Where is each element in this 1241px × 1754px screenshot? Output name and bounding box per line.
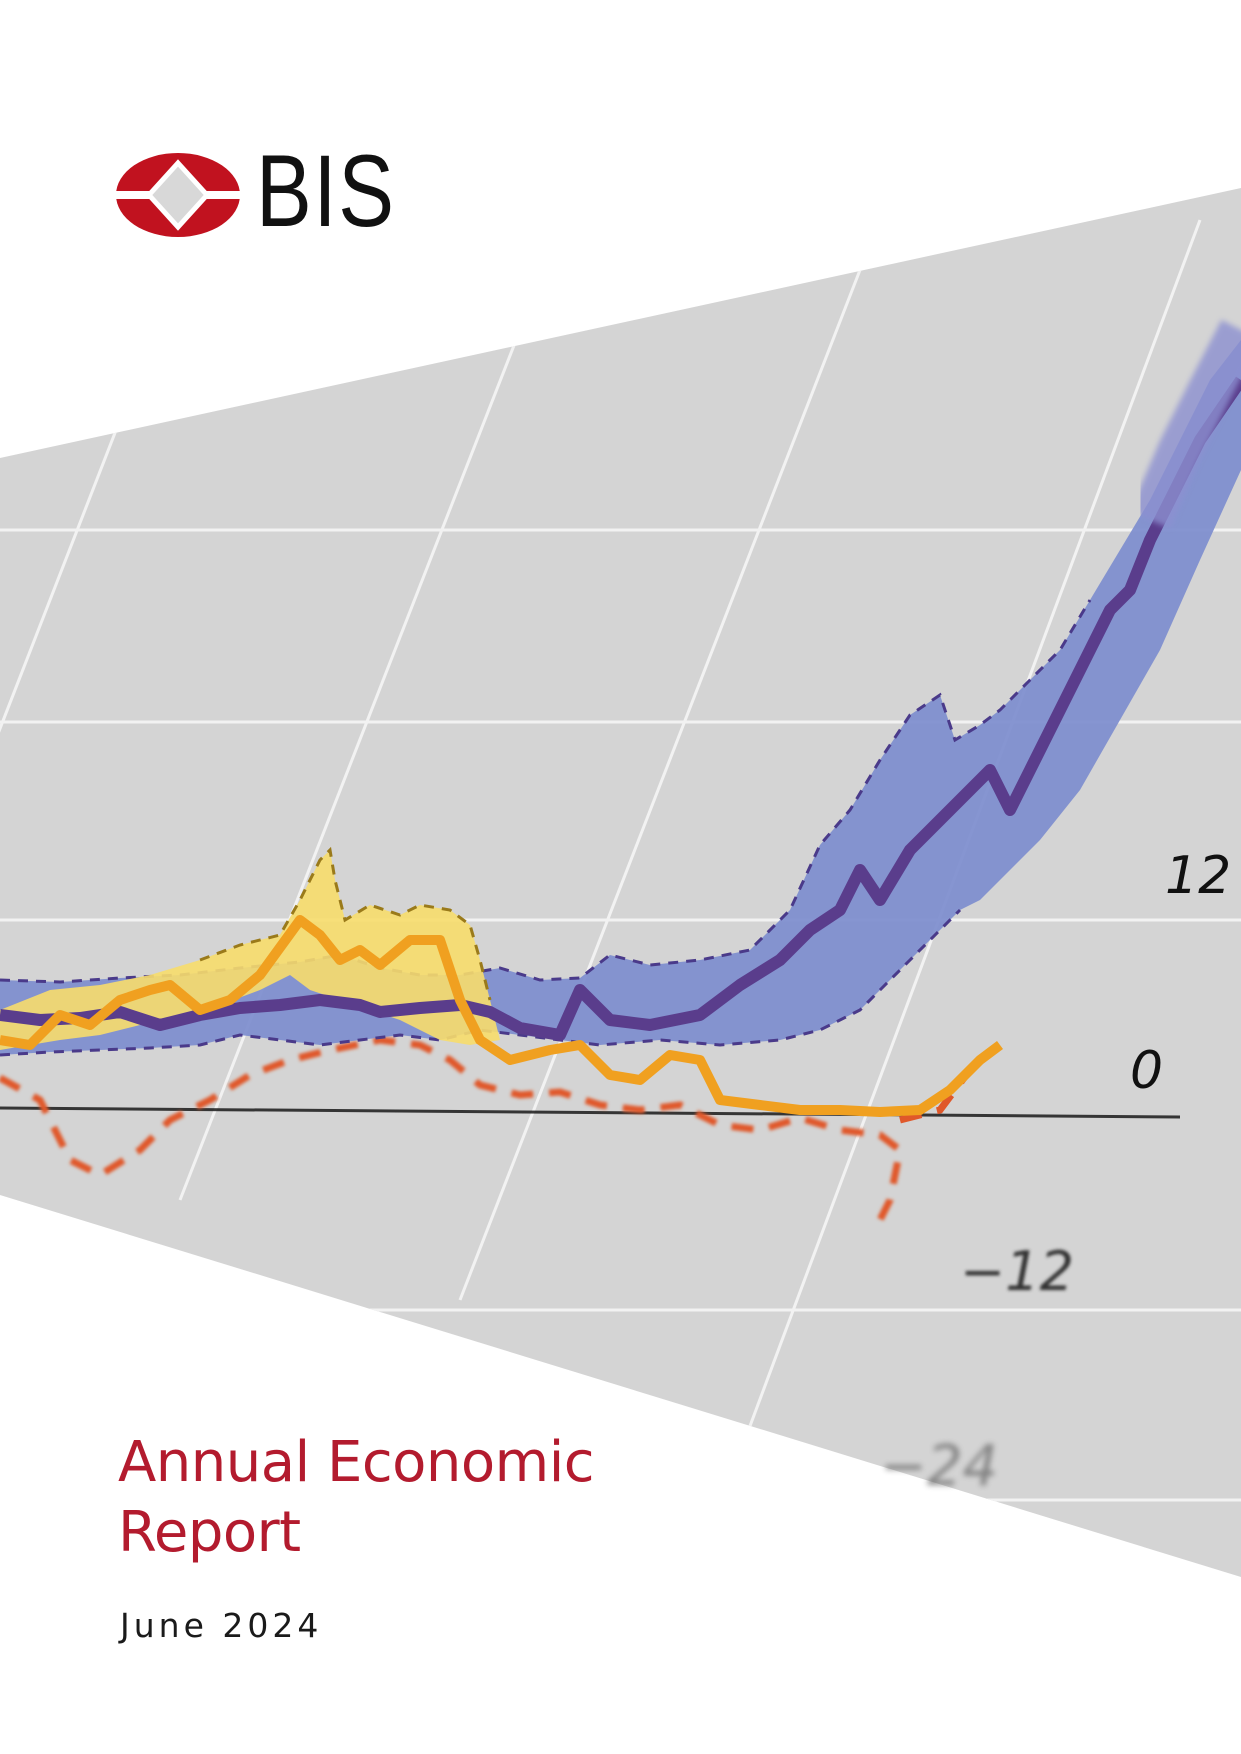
brand-name: BIS	[256, 134, 396, 248]
zero-axis-line	[0, 1106, 1181, 1119]
dashed-series-line	[0, 1036, 904, 1222]
tick-label-12: 12	[1165, 846, 1231, 906]
report-date: June 2024	[120, 1606, 323, 1645]
purple-series-line	[0, 376, 1241, 1041]
bis-logo-icon	[115, 153, 241, 237]
blue-band	[0, 340, 1241, 1055]
orange-series-line	[0, 915, 1003, 1117]
chart-panel	[0, 188, 1241, 1577]
tick-label-0: 0	[1130, 1041, 1163, 1101]
tick-label-minus-24: −24	[880, 1434, 998, 1499]
tick-label-minus-12: −12	[960, 1240, 1074, 1303]
report-title: Annual Economic Report	[118, 1428, 818, 1568]
title-line-2: Report	[118, 1500, 301, 1565]
title-line-1: Annual Economic	[118, 1430, 595, 1495]
